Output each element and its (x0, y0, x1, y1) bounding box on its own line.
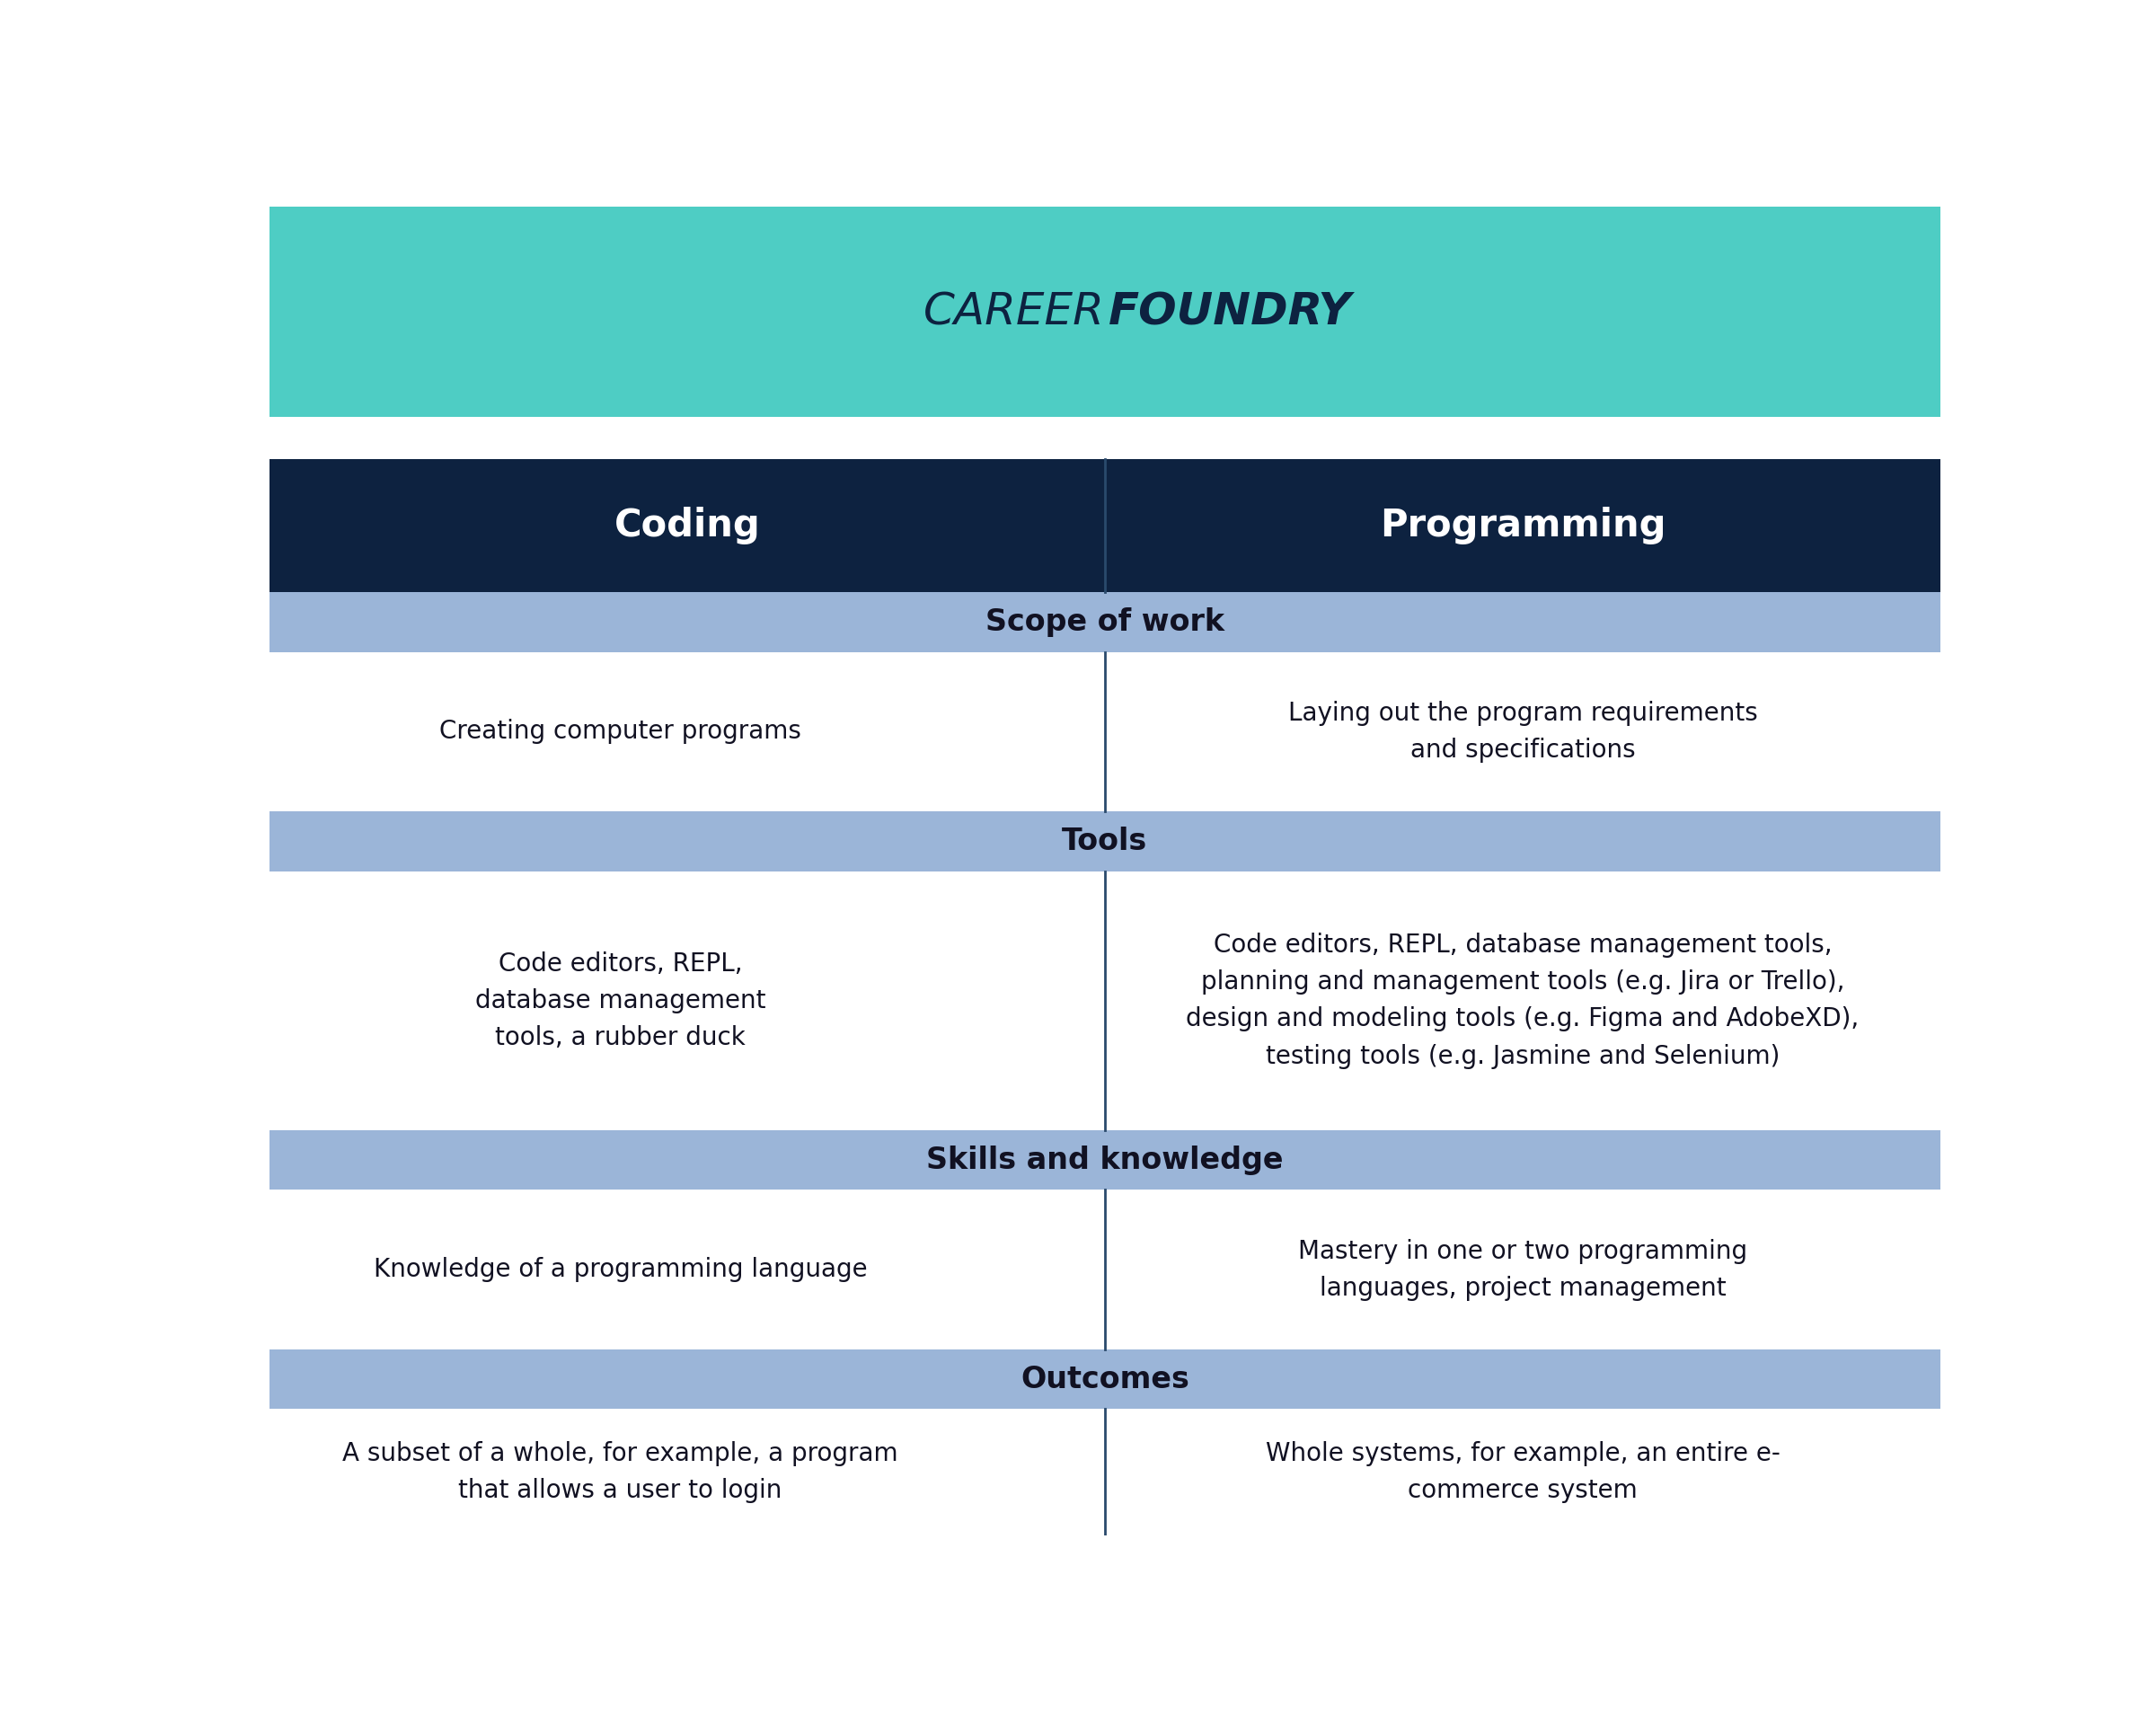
Text: Programming: Programming (1380, 507, 1667, 545)
Text: Whole systems, for example, an entire e-
commerce system: Whole systems, for example, an entire e-… (1266, 1440, 1781, 1502)
Polygon shape (270, 417, 1940, 459)
Polygon shape (270, 1409, 1940, 1535)
Polygon shape (270, 652, 1940, 811)
Text: Knowledge of a programming language: Knowledge of a programming language (373, 1258, 867, 1282)
Text: FOUNDRY: FOUNDRY (1108, 290, 1352, 333)
Polygon shape (270, 207, 1940, 417)
Polygon shape (270, 1190, 1940, 1349)
Text: Skills and knowledge: Skills and knowledge (927, 1145, 1283, 1175)
Polygon shape (270, 1130, 1940, 1190)
Text: A subset of a whole, for example, a program
that allows a user to login: A subset of a whole, for example, a prog… (343, 1440, 899, 1502)
Text: Scope of work: Scope of work (985, 607, 1225, 637)
Polygon shape (270, 459, 1940, 592)
Text: Tools: Tools (1063, 826, 1147, 856)
Text: Creating computer programs: Creating computer programs (440, 719, 802, 743)
Text: Mastery in one or two programming
languages, project management: Mastery in one or two programming langua… (1298, 1239, 1746, 1301)
Polygon shape (270, 1349, 1940, 1409)
Text: CAREER: CAREER (923, 290, 1106, 333)
Polygon shape (270, 592, 1940, 652)
Polygon shape (270, 871, 1940, 1130)
Polygon shape (270, 811, 1940, 871)
Text: Laying out the program requirements
and specifications: Laying out the program requirements and … (1287, 700, 1757, 762)
Text: Coding: Coding (614, 507, 761, 545)
Text: Outcomes: Outcomes (1020, 1364, 1190, 1394)
Text: Code editors, REPL,
database management
tools, a rubber duck: Code editors, REPL, database management … (474, 950, 765, 1051)
Text: Code editors, REPL, database management tools,
planning and management tools (e.: Code editors, REPL, database management … (1186, 933, 1858, 1069)
